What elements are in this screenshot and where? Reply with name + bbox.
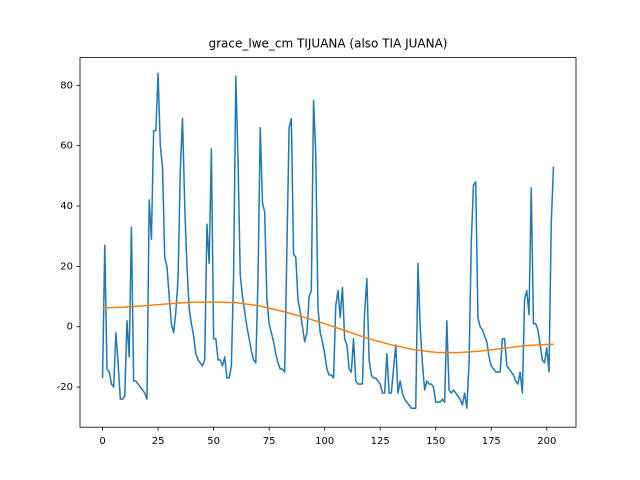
x-tick-label: 25 [152, 436, 165, 447]
y-tick-label: -20 [57, 382, 73, 393]
x-tick-label: 200 [537, 436, 556, 447]
y-tick-label: 20 [60, 261, 73, 272]
data-line [102, 301, 554, 354]
x-tick-label: 125 [371, 436, 390, 447]
chart-title: grace_lwe_cm TIJUANA (also TIA JUANA) [209, 37, 448, 51]
y-tick-label: 80 [60, 80, 73, 91]
x-tick-label: 150 [426, 436, 445, 447]
y-tick-label: 40 [60, 201, 73, 212]
y-tick-label: 0 [67, 322, 73, 333]
x-tick-label: 75 [263, 436, 276, 447]
x-tick-label: 100 [315, 436, 334, 447]
x-tick-label: 175 [482, 436, 501, 447]
x-tick-label: 0 [99, 436, 105, 447]
x-tick-label: 50 [207, 436, 220, 447]
y-tick-label: 60 [60, 141, 73, 152]
data-line [101, 72, 555, 409]
plot-frame [79, 57, 577, 428]
